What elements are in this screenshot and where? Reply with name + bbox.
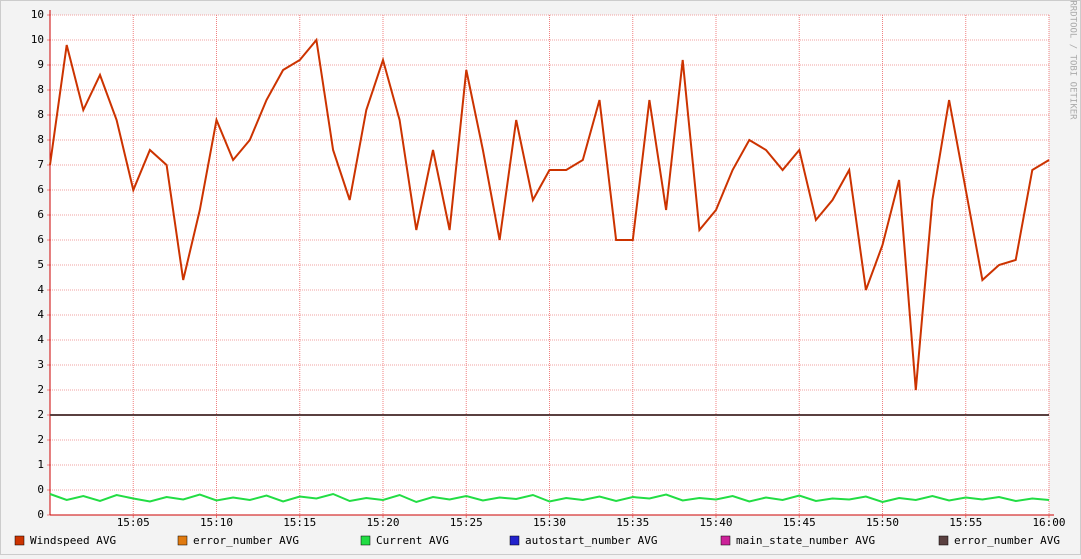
series-line [49,492,1050,504]
y-tick-label: 4 [37,308,44,321]
y-tick-label: 0 [37,483,44,496]
x-tick-label: 15:10 [200,516,233,529]
legend-label: Current AVG [376,534,449,547]
series-line [49,37,1050,391]
x-tick-label: 15:15 [283,516,316,529]
y-tick-label: 4 [37,333,44,346]
y-tick-label: 10 [31,8,44,21]
legend-label: autostart_number AVG [525,534,657,547]
legend-swatch [360,535,371,546]
x-tick-label: 15:35 [616,516,649,529]
x-tick-label: 15:40 [699,516,732,529]
y-tick-label: 6 [37,208,44,221]
x-tick-label: 15:05 [117,516,150,529]
legend-swatch [177,535,188,546]
x-tick-label: 15:20 [366,516,399,529]
legend-label: Windspeed AVG [30,534,116,547]
x-tick-label: 15:45 [783,516,816,529]
y-tick-label: 10 [31,33,44,46]
legend-label: error_number AVG [954,534,1060,547]
legend-swatch [720,535,731,546]
y-tick-label: 8 [37,133,44,146]
y-tick-label: 6 [37,233,44,246]
legend-label: error_number AVG [193,534,299,547]
y-tick-label: 8 [37,83,44,96]
y-tick-label: 9 [37,58,44,71]
x-tick-label: 15:30 [533,516,566,529]
y-tick-label: 7 [37,158,44,171]
x-tick-label: 16:00 [1032,516,1065,529]
y-tick-label: 2 [37,433,44,446]
y-tick-label: 4 [37,283,44,296]
y-tick-label: 5 [37,258,44,271]
y-tick-label: 3 [37,358,44,371]
y-tick-label: 1 [37,458,44,471]
legend-swatch [509,535,520,546]
x-tick-label: 15:55 [949,516,982,529]
x-tick-label: 15:25 [450,516,483,529]
legend-label: main_state_number AVG [736,534,875,547]
legend-swatch [938,535,949,546]
y-tick-label: 6 [37,183,44,196]
watermark: RRDTOOL / TOBI OETIKER [1068,0,1078,120]
y-tick-label: 8 [37,108,44,121]
legend-swatch [14,535,25,546]
y-tick-label: 2 [37,408,44,421]
y-tick-label: 2 [37,383,44,396]
x-tick-label: 15:50 [866,516,899,529]
y-tick-label: 0 [37,508,44,521]
